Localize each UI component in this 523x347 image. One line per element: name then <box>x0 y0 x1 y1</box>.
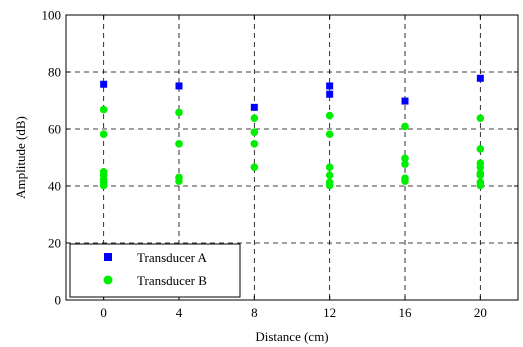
point-transducer-a <box>100 80 108 88</box>
point-transducer-a <box>326 82 334 90</box>
point-transducer-b <box>250 128 259 136</box>
legend-label-transducer-b: Transducer B <box>137 273 207 288</box>
x-axis-label: Distance (cm) <box>255 329 328 344</box>
point-transducer-b <box>476 114 485 122</box>
y-axis-label: Amplitude (dB) <box>13 116 28 199</box>
point-transducer-b <box>325 111 334 120</box>
point-transducer-b <box>401 177 409 185</box>
point-transducer-b <box>250 163 259 171</box>
x-tick-label: 0 <box>100 305 107 320</box>
y-tick-label: 40 <box>48 179 61 194</box>
x-tick-label: 8 <box>251 305 258 320</box>
point-transducer-b <box>476 171 485 179</box>
point-transducer-b <box>250 140 259 148</box>
point-transducer-b <box>401 160 409 168</box>
data-markers <box>99 74 485 190</box>
point-transducer-b <box>401 154 409 163</box>
point-transducer-b <box>401 122 409 131</box>
legend-label-transducer-a: Transducer A <box>137 250 208 265</box>
point-transducer-a <box>175 82 183 90</box>
point-transducer-b <box>175 140 183 148</box>
point-transducer-b <box>175 108 183 117</box>
legend-box <box>69 243 241 298</box>
point-transducer-b <box>325 181 334 190</box>
point-transducer-b <box>99 130 108 138</box>
axis-ticks: 0 4 8 12 16 20 0 20 40 60 80 100 <box>42 8 518 320</box>
point-transducer-a <box>326 90 334 98</box>
legend-marker-transducer-a <box>104 253 112 261</box>
point-transducer-b <box>476 163 485 171</box>
point-transducer-b <box>99 105 108 114</box>
point-transducer-b <box>325 130 334 138</box>
point-transducer-a <box>401 97 409 105</box>
y-tick-label: 0 <box>55 293 62 308</box>
point-transducer-a <box>250 103 258 111</box>
legend: Transducer A Transducer B <box>69 243 241 298</box>
point-transducer-b <box>325 163 334 171</box>
x-tick-label: 16 <box>399 305 413 320</box>
x-tick-label: 12 <box>323 305 336 320</box>
y-tick-label: 100 <box>42 8 62 23</box>
y-tick-label: 60 <box>48 122 61 137</box>
y-tick-label: 80 <box>48 65 61 80</box>
point-transducer-b <box>476 145 485 153</box>
point-transducer-b <box>175 177 183 185</box>
x-tick-label: 4 <box>176 305 183 320</box>
point-transducer-a <box>476 74 484 82</box>
point-transducer-b <box>476 181 485 190</box>
point-transducer-b <box>99 181 108 190</box>
point-transducer-b <box>325 171 334 179</box>
y-tick-label: 20 <box>48 236 61 251</box>
x-tick-label: 20 <box>474 305 487 320</box>
point-transducer-b <box>250 114 259 122</box>
legend-marker-transducer-b <box>103 275 113 285</box>
plot-area-frame <box>65 14 519 301</box>
